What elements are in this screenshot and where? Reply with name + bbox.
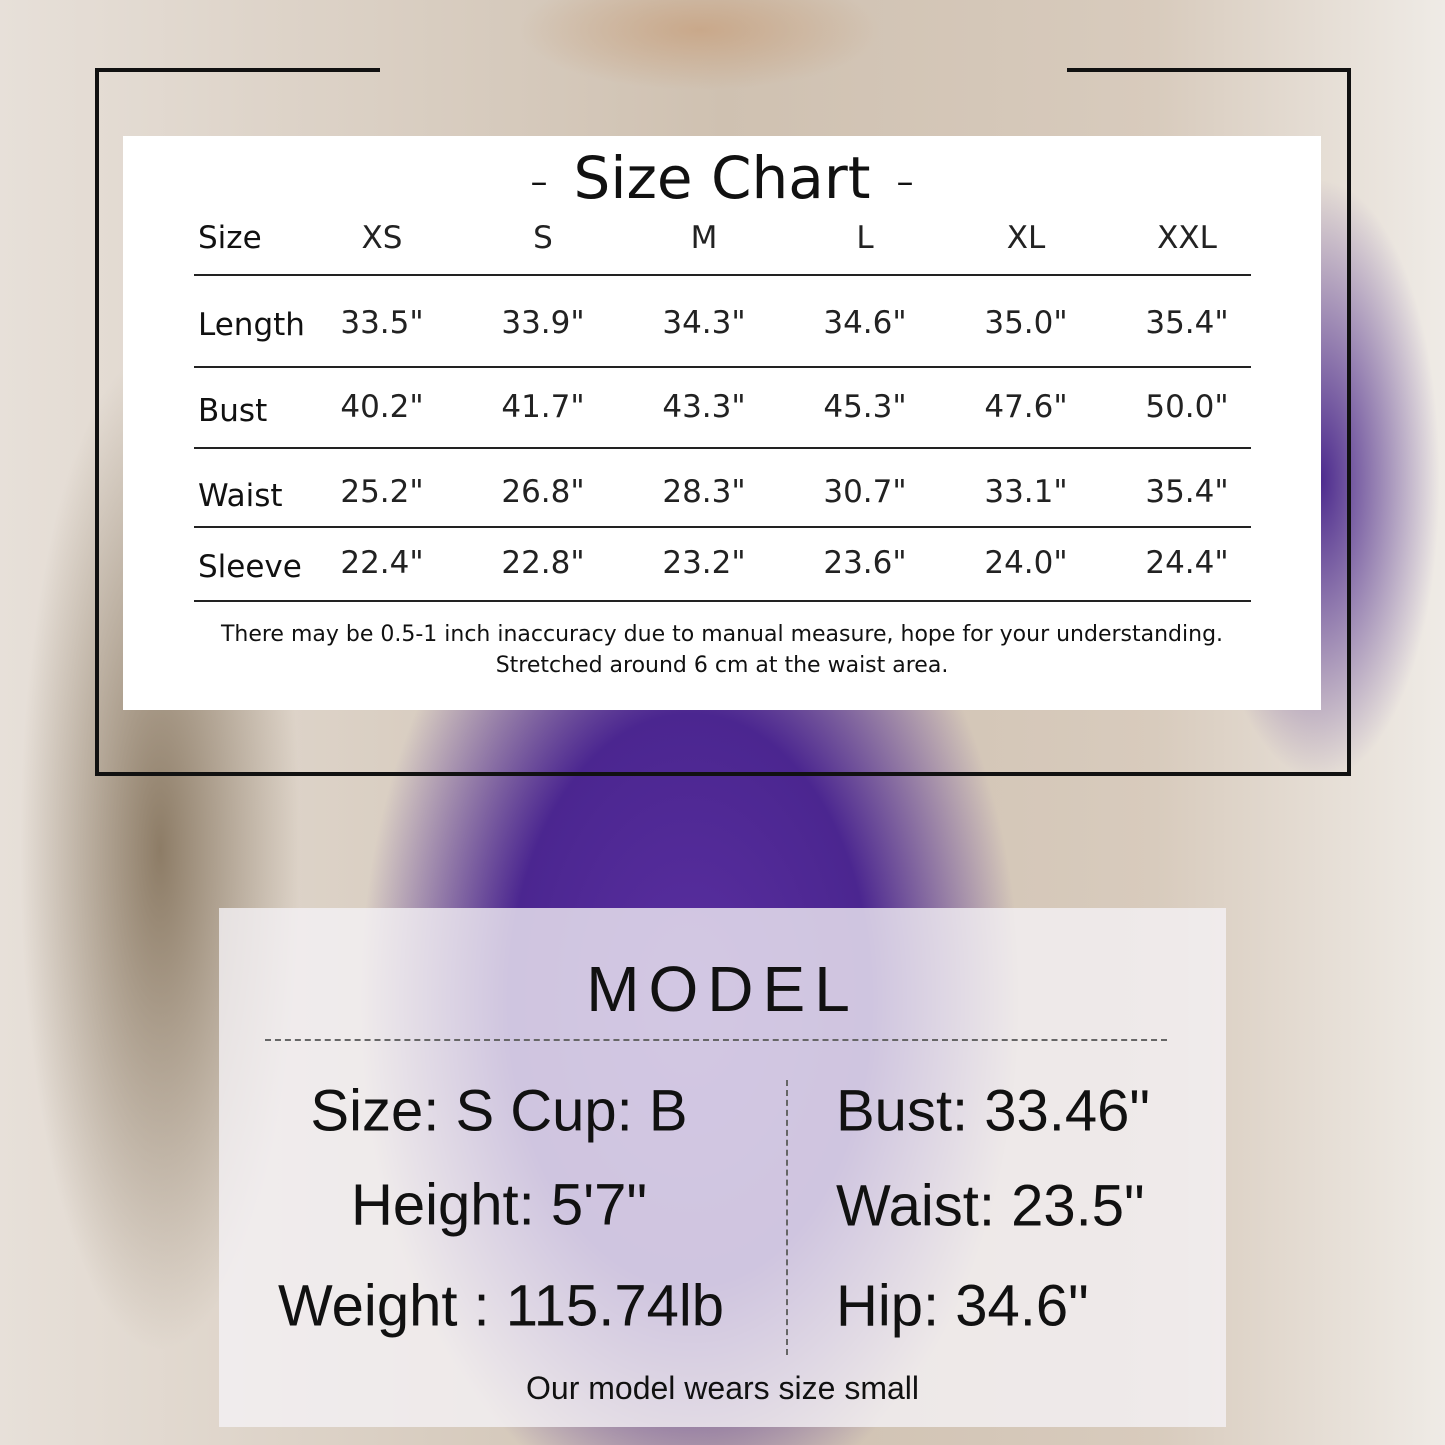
model-hip: Hip: 34.6" xyxy=(836,1273,1089,1339)
table-cell: 33.1" xyxy=(984,474,1068,510)
model-title: MODEL xyxy=(586,953,859,1025)
header-size-xxl: XXL xyxy=(1157,220,1217,256)
table-cell: 22.8" xyxy=(501,545,585,581)
header-size-s: S xyxy=(533,220,553,256)
model-size-cup: Size: S Cup: B xyxy=(310,1078,688,1144)
header-size-xs: XS xyxy=(361,220,403,256)
header-size-m: M xyxy=(690,220,718,256)
model-height: Height: 5'7" xyxy=(350,1172,648,1238)
table-cell: 23.6" xyxy=(823,545,907,581)
model-waist: Waist: 23.5" xyxy=(836,1173,1145,1239)
note-stretch: Stretched around 6 cm at the waist area. xyxy=(495,653,949,678)
size-chart-panel: – Size Chart – Size XS S M L XL XXL Length 33.5" 33… xyxy=(123,136,1321,710)
table-cell: 40.2" xyxy=(340,389,424,425)
table-cell: 25.2" xyxy=(340,474,424,510)
table-cell: 50.0" xyxy=(1145,389,1229,425)
title-dash-left: – xyxy=(530,161,548,202)
frame-bottom xyxy=(95,772,1351,776)
model-weight: Weight : 115.74lb xyxy=(277,1273,725,1339)
table-cell: 35.0" xyxy=(984,305,1068,341)
table-cell: 33.9" xyxy=(501,305,585,341)
table-cell: 26.8" xyxy=(501,474,585,510)
row-label-waist: Waist xyxy=(198,478,283,514)
table-cell: 30.7" xyxy=(823,474,907,510)
table-cell: 35.4" xyxy=(1145,474,1229,510)
size-chart-title: – Size Chart – xyxy=(123,144,1321,212)
row-label-bust: Bust xyxy=(198,393,268,429)
header-size-label: Size xyxy=(198,220,262,256)
header-size-l: L xyxy=(856,220,874,256)
model-bust: Bust: 33.46" xyxy=(836,1078,1151,1144)
row-divider xyxy=(194,274,1251,276)
table-cell: 33.5" xyxy=(340,305,424,341)
table-cell: 34.3" xyxy=(662,305,746,341)
table-cell: 35.4" xyxy=(1145,305,1229,341)
table-cell: 45.3" xyxy=(823,389,907,425)
vertical-dashed-divider xyxy=(786,1080,788,1355)
table-cell: 41.7" xyxy=(501,389,585,425)
title-text: Size Chart xyxy=(573,144,871,212)
table-cell: 34.6" xyxy=(823,305,907,341)
table-cell: 22.4" xyxy=(340,545,424,581)
table-cell: 28.3" xyxy=(662,474,746,510)
header-size-xl: XL xyxy=(1006,220,1046,256)
model-info-panel: MODEL Size: S Cup: B Height: 5'7" Weight… xyxy=(219,908,1226,1427)
row-label-length: Length xyxy=(198,307,305,343)
model-footer: Our model wears size small xyxy=(526,1370,919,1406)
frame-left xyxy=(95,68,99,776)
table-cell: 47.6" xyxy=(984,389,1068,425)
row-divider xyxy=(194,600,1251,602)
row-divider xyxy=(194,447,1251,449)
frame-top-right xyxy=(1067,68,1351,72)
frame-top-left xyxy=(95,68,380,72)
table-cell: 23.2" xyxy=(662,545,746,581)
row-label-sleeve: Sleeve xyxy=(198,549,302,585)
row-divider xyxy=(194,366,1251,368)
table-cell: 24.0" xyxy=(984,545,1068,581)
table-cell: 43.3" xyxy=(662,389,746,425)
dashed-divider xyxy=(265,1039,1167,1041)
row-divider xyxy=(194,526,1251,528)
table-cell: 24.4" xyxy=(1145,545,1229,581)
title-dash-right: – xyxy=(896,161,914,202)
frame-right xyxy=(1347,68,1351,776)
note-accuracy: There may be 0.5-1 inch inaccuracy due t… xyxy=(220,622,1224,647)
